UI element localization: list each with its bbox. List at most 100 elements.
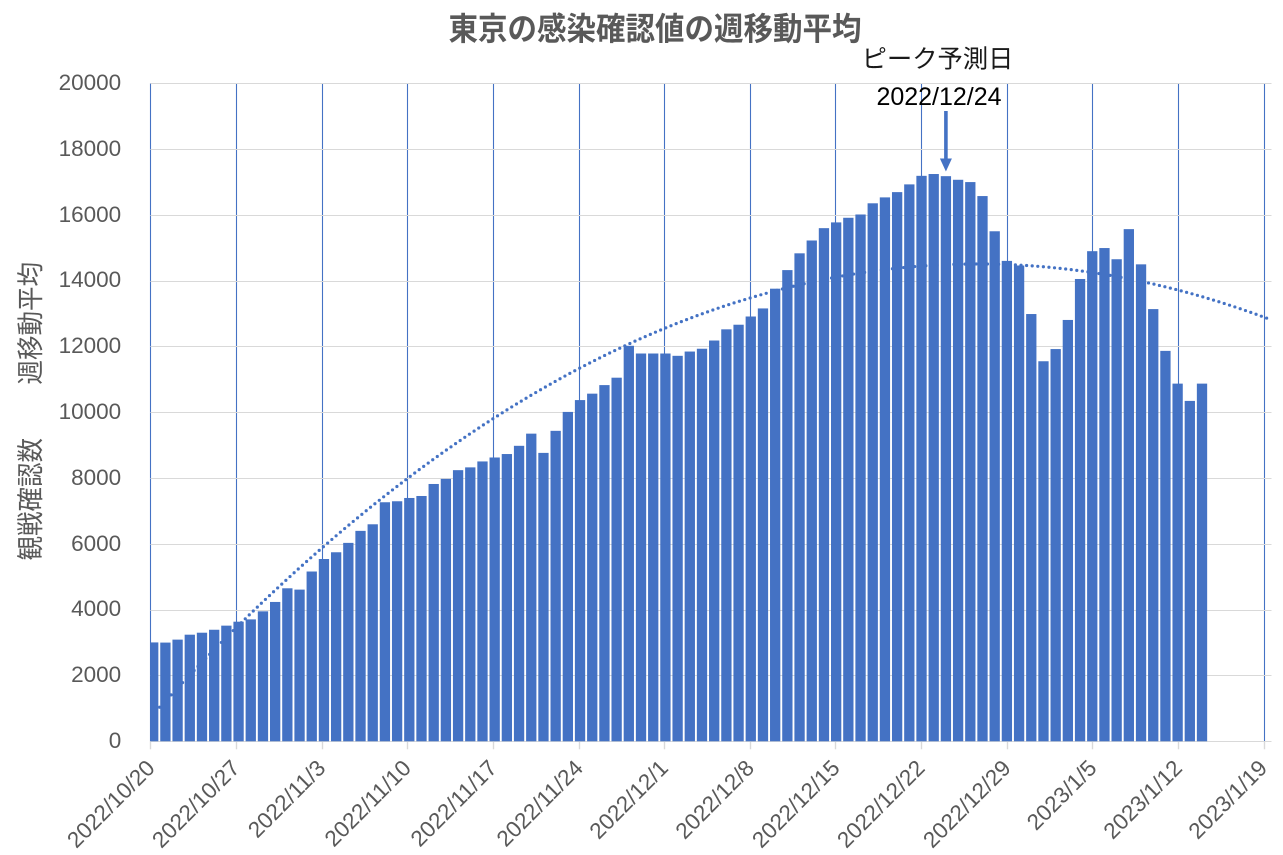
bar[interactable] [733, 324, 744, 742]
bar[interactable] [794, 253, 805, 742]
bar[interactable] [709, 340, 720, 742]
bar[interactable] [611, 377, 622, 742]
bar[interactable] [1074, 278, 1086, 742]
bar[interactable] [489, 457, 500, 742]
bar[interactable] [1123, 229, 1134, 742]
trendline-dot [985, 262, 990, 266]
bar[interactable] [977, 196, 988, 742]
bar[interactable] [1184, 400, 1195, 742]
bar[interactable] [721, 329, 732, 742]
bar[interactable] [404, 497, 415, 742]
bar[interactable] [233, 621, 244, 742]
bar[interactable] [196, 632, 208, 742]
bar[interactable] [294, 589, 305, 742]
bar[interactable] [330, 552, 342, 742]
bar[interactable] [672, 355, 683, 742]
bar[interactable] [367, 524, 378, 742]
bar[interactable] [1026, 314, 1037, 742]
bar[interactable] [1160, 350, 1171, 742]
trendline-dot [1108, 273, 1112, 277]
bar[interactable] [1196, 383, 1208, 742]
bar[interactable] [1148, 309, 1159, 742]
bar[interactable] [562, 411, 573, 742]
bar[interactable] [282, 588, 293, 742]
bar[interactable] [391, 501, 403, 742]
bar[interactable] [599, 385, 610, 742]
trendline-dot [764, 291, 768, 295]
bar[interactable] [928, 174, 939, 742]
trendline-dot [1064, 267, 1068, 271]
bar[interactable] [952, 179, 964, 742]
bar[interactable] [574, 400, 586, 742]
bar[interactable] [1135, 264, 1147, 742]
bar[interactable] [867, 203, 878, 742]
trendline-dot [638, 337, 642, 341]
y-axis-tick-label: 2000 [71, 662, 122, 688]
bar[interactable] [806, 240, 817, 742]
bar[interactable] [684, 351, 695, 742]
bar[interactable] [416, 495, 427, 742]
bar[interactable] [355, 530, 366, 742]
bar[interactable] [245, 619, 256, 742]
bar[interactable] [150, 642, 159, 742]
bar[interactable] [440, 478, 452, 742]
bar[interactable] [379, 502, 391, 742]
bar[interactable] [1038, 361, 1049, 742]
trendline-dot [177, 685, 181, 689]
bar[interactable] [452, 470, 464, 742]
bar[interactable] [550, 430, 561, 742]
bar[interactable] [696, 348, 708, 742]
y-axis-tick-label: 12000 [58, 333, 122, 359]
trendline-dot [684, 317, 689, 322]
bar[interactable] [891, 192, 903, 742]
bar[interactable] [818, 228, 830, 742]
bar[interactable] [831, 222, 842, 742]
bar[interactable] [501, 454, 513, 742]
bar[interactable] [660, 353, 671, 742]
bar[interactable] [209, 629, 220, 742]
bar[interactable] [270, 601, 281, 742]
bar[interactable] [1013, 265, 1025, 742]
bar[interactable] [965, 182, 976, 742]
y-axis-tick-label: 16000 [58, 201, 122, 227]
bar[interactable] [160, 642, 171, 742]
bar[interactable] [257, 611, 269, 742]
bar[interactable] [770, 288, 781, 742]
bar[interactable] [1062, 319, 1074, 742]
bar[interactable] [782, 270, 793, 742]
bar[interactable] [172, 639, 183, 742]
bar[interactable] [465, 467, 476, 742]
bar[interactable] [904, 184, 915, 742]
bar[interactable] [513, 445, 525, 742]
bar[interactable] [1087, 251, 1098, 742]
trendline-dot [1195, 293, 1199, 297]
bar[interactable] [1099, 248, 1110, 742]
bar[interactable] [343, 542, 354, 742]
trendline-dot [510, 405, 514, 409]
bar[interactable] [477, 461, 488, 742]
bar[interactable] [587, 393, 598, 742]
bar[interactable] [184, 634, 195, 742]
bar[interactable] [1172, 383, 1183, 742]
bar[interactable] [745, 316, 756, 742]
bar[interactable] [526, 433, 537, 742]
bar[interactable] [879, 197, 891, 742]
bar[interactable] [306, 571, 317, 742]
bar[interactable] [428, 483, 439, 742]
bar[interactable] [1050, 349, 1061, 742]
bar[interactable] [1001, 260, 1013, 742]
bar[interactable] [916, 175, 927, 742]
bar[interactable] [648, 353, 659, 742]
trendline-dot [1201, 295, 1205, 299]
bar[interactable] [855, 214, 866, 742]
bar[interactable] [989, 231, 1000, 742]
bar[interactable] [940, 176, 952, 742]
bar[interactable] [318, 559, 330, 742]
bar[interactable] [221, 625, 232, 742]
bar[interactable] [843, 217, 854, 742]
bar[interactable] [757, 308, 769, 742]
bar[interactable] [1111, 259, 1122, 742]
bar[interactable] [538, 452, 549, 742]
bar[interactable] [623, 345, 634, 742]
bar[interactable] [635, 353, 647, 742]
